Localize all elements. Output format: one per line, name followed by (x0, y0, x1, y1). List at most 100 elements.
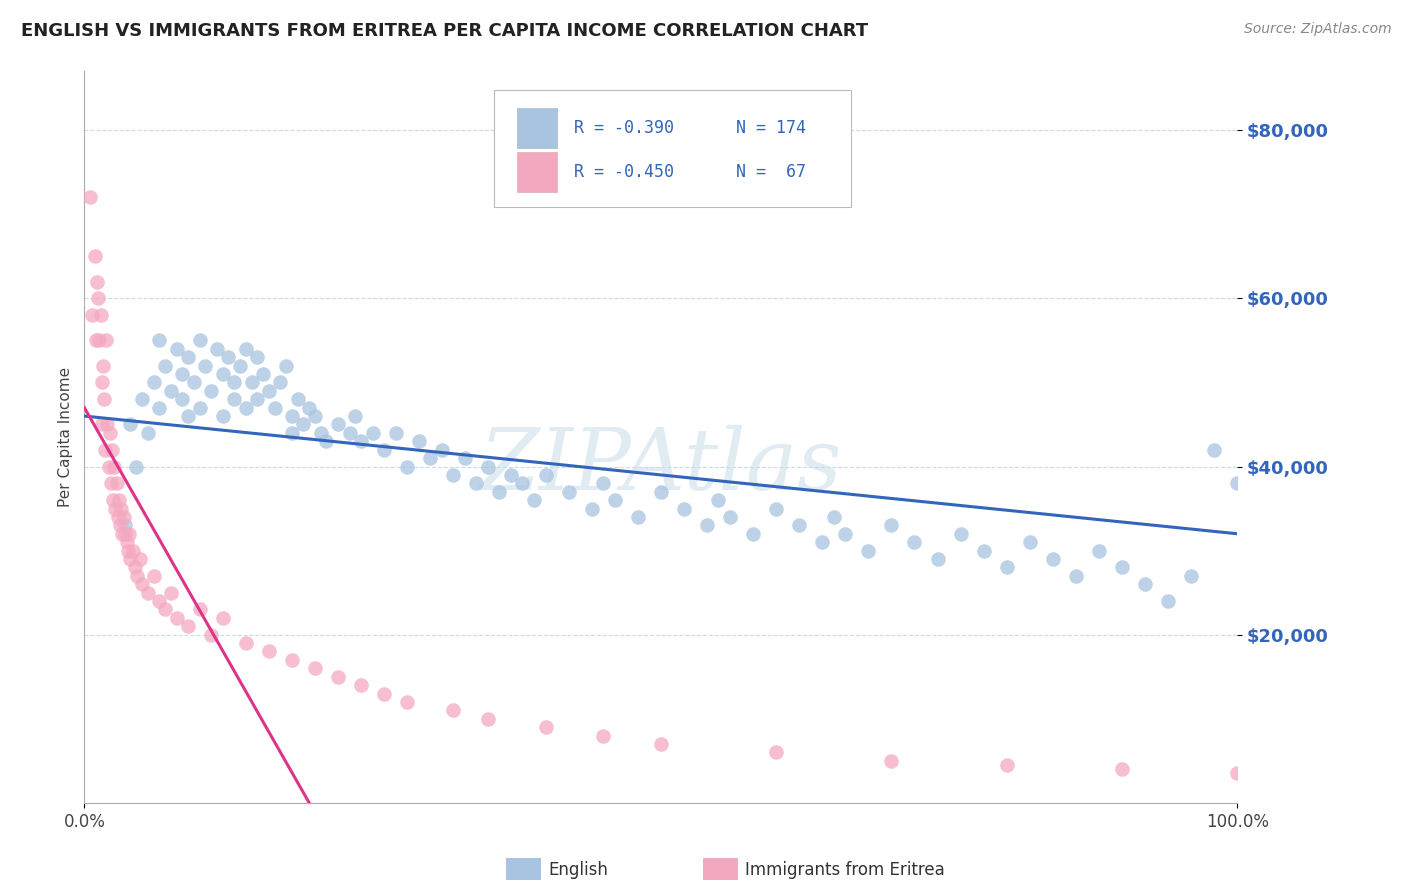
Point (650, 737, 672, 751)
Point (1064, 569, 1087, 583)
Point (188, 602, 211, 616)
Point (136, 425, 159, 440)
Point (304, 409, 326, 423)
Point (160, 585, 183, 599)
Point (112, 510, 135, 524)
Point (103, 459, 125, 474)
Text: ZIPAtlas: ZIPAtlas (479, 425, 842, 508)
Point (995, 560, 1018, 574)
Point (120, 552, 142, 566)
Point (1204, 442, 1226, 457)
Point (96, 417, 118, 432)
Point (94, 442, 117, 457)
FancyBboxPatch shape (494, 90, 851, 207)
Point (240, 376, 263, 390)
Point (93, 392, 115, 407)
Point (177, 409, 200, 423)
Point (627, 510, 650, 524)
Point (121, 543, 143, 558)
Point (592, 476, 614, 491)
Point (120, 417, 142, 432)
Text: R = -0.390: R = -0.390 (575, 119, 675, 137)
Point (269, 376, 291, 390)
Point (131, 392, 153, 407)
Point (326, 670, 349, 684)
Point (373, 442, 395, 457)
Point (166, 342, 188, 356)
Point (454, 451, 477, 466)
Point (441, 703, 464, 717)
Point (281, 409, 304, 423)
Point (707, 493, 730, 508)
Point (224, 376, 246, 390)
Point (98, 425, 121, 440)
Point (696, 518, 718, 533)
Point (110, 501, 132, 516)
Point (373, 686, 395, 700)
Point (117, 543, 139, 558)
Point (107, 510, 129, 524)
Point (79, 190, 101, 204)
Point (309, 425, 332, 440)
Point (148, 401, 170, 415)
Point (499, 467, 522, 482)
Text: Immigrants from Eritrea: Immigrants from Eritrea (745, 861, 945, 879)
Point (211, 409, 233, 423)
Point (235, 636, 257, 650)
Point (246, 350, 269, 364)
Point (84, 334, 107, 348)
Bar (517, 108, 557, 148)
Point (257, 384, 280, 398)
Point (83, 249, 105, 263)
Point (108, 518, 131, 533)
Point (97, 459, 120, 474)
Point (200, 384, 222, 398)
Text: ENGLISH VS IMMIGRANTS FROM ERITREA PER CAPITA INCOME CORRELATION CHART: ENGLISH VS IMMIGRANTS FROM ERITREA PER C… (21, 22, 869, 40)
Point (1226, 766, 1249, 780)
Point (160, 384, 183, 398)
Point (581, 501, 603, 516)
Text: N = 174: N = 174 (735, 119, 806, 137)
Text: N =  67: N = 67 (735, 163, 806, 181)
Point (880, 754, 903, 768)
Y-axis label: Per Capita Income: Per Capita Income (58, 367, 73, 508)
Point (142, 569, 165, 583)
Point (326, 417, 349, 432)
Text: Source: ZipAtlas.com: Source: ZipAtlas.com (1244, 22, 1392, 37)
Point (127, 569, 149, 583)
Point (1157, 594, 1180, 608)
Point (111, 526, 134, 541)
Point (90, 417, 112, 432)
Point (115, 535, 138, 549)
Point (224, 392, 246, 407)
Point (834, 526, 856, 541)
Point (1133, 577, 1156, 591)
Point (103, 493, 124, 508)
Point (1018, 535, 1040, 549)
Point (200, 627, 222, 641)
Point (1226, 476, 1249, 491)
Point (100, 476, 122, 491)
Point (742, 526, 765, 541)
Point (235, 401, 257, 415)
Point (281, 425, 304, 440)
Point (488, 484, 510, 499)
Point (118, 526, 141, 541)
Point (148, 334, 170, 348)
Point (1088, 543, 1111, 558)
Point (211, 611, 233, 625)
Point (592, 729, 614, 743)
Point (91, 359, 114, 373)
Point (124, 560, 146, 574)
Point (672, 501, 695, 516)
Point (153, 602, 176, 616)
Point (344, 409, 367, 423)
Point (557, 484, 579, 499)
Point (603, 493, 626, 508)
Point (287, 392, 309, 407)
Point (205, 342, 228, 356)
Point (136, 585, 159, 599)
Point (304, 661, 326, 675)
Point (246, 392, 269, 407)
Point (1180, 569, 1202, 583)
